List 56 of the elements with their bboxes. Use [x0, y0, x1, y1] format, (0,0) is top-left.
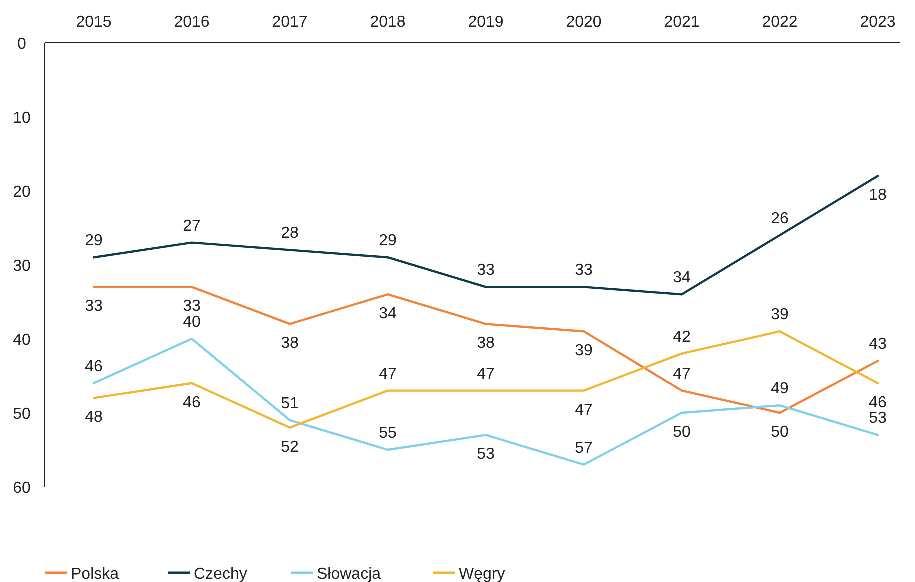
x-tick-label: 2023 — [860, 14, 896, 31]
data-label: 47 — [575, 402, 593, 419]
data-label: 50 — [771, 424, 789, 441]
data-label: 33 — [575, 262, 593, 280]
data-label: 47 — [379, 366, 397, 383]
data-label: 55 — [379, 425, 397, 442]
data-label: 53 — [869, 410, 887, 428]
data-label: 53 — [477, 446, 495, 464]
y-tick-label: 20 — [13, 184, 31, 201]
legend-label: Słowacja — [317, 566, 382, 582]
data-label: 18 — [869, 187, 887, 204]
y-tick-label: 0 — [18, 36, 27, 53]
data-label: 52 — [281, 438, 299, 456]
data-label: 48 — [85, 409, 103, 426]
data-label: 49 — [771, 380, 789, 398]
x-tick-label: 2018 — [370, 14, 406, 31]
x-tick-label: 2017 — [272, 14, 308, 31]
data-label: 57 — [575, 440, 593, 457]
x-tick-label: 2015 — [76, 14, 112, 31]
data-label: 28 — [281, 225, 299, 242]
data-label: 51 — [281, 395, 299, 412]
legend-label: Węgry — [459, 566, 506, 582]
data-label: 40 — [183, 314, 201, 331]
data-label: 42 — [673, 328, 691, 346]
x-tick-label: 2019 — [468, 14, 504, 31]
data-label: 46 — [869, 394, 887, 412]
x-tick-label: 2021 — [664, 14, 700, 31]
data-label: 33 — [477, 262, 495, 280]
data-label: 46 — [85, 358, 103, 376]
data-label: 33 — [85, 298, 103, 316]
x-tick-label: 2016 — [174, 14, 210, 31]
y-tick-label: 50 — [13, 406, 31, 423]
data-label: 46 — [183, 394, 201, 412]
x-tick-label: 2020 — [566, 14, 602, 31]
data-label: 47 — [673, 366, 691, 383]
x-tick-label: 2022 — [762, 14, 798, 31]
data-label: 29 — [379, 232, 397, 250]
data-label: 38 — [477, 335, 495, 352]
data-label: 26 — [771, 210, 789, 228]
data-label: 29 — [85, 232, 103, 250]
data-label: 38 — [281, 335, 299, 352]
data-label: 43 — [869, 336, 887, 354]
legend-label: Czechy — [194, 566, 248, 582]
y-tick-label: 40 — [13, 332, 31, 349]
data-label: 34 — [379, 306, 397, 323]
data-label: 34 — [673, 270, 691, 287]
y-tick-label: 60 — [13, 480, 31, 497]
data-label: 39 — [575, 342, 593, 360]
data-label: 33 — [183, 298, 201, 316]
y-tick-label: 10 — [13, 110, 31, 127]
y-tick-label: 30 — [13, 258, 31, 275]
data-label: 39 — [771, 306, 789, 324]
legend-label: Polska — [71, 566, 120, 582]
data-label: 47 — [477, 366, 495, 383]
data-label: 27 — [183, 218, 201, 235]
data-label: 50 — [673, 424, 691, 441]
